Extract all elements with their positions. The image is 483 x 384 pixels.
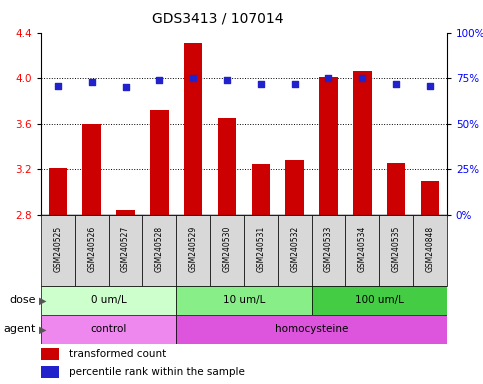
Bar [345, 215, 379, 286]
Bar [218, 118, 236, 215]
Bar [184, 43, 202, 215]
Bar [150, 110, 169, 215]
Bar [41, 286, 176, 315]
Text: GDS3413 / 107014: GDS3413 / 107014 [152, 12, 283, 25]
Text: GSM240532: GSM240532 [290, 226, 299, 272]
Bar [176, 215, 210, 286]
Bar [379, 215, 413, 286]
Bar [413, 215, 447, 286]
Text: GSM240529: GSM240529 [189, 226, 198, 272]
Point [156, 77, 163, 83]
Bar [41, 348, 59, 360]
Bar [49, 168, 67, 215]
Bar [353, 71, 371, 215]
Bar [142, 215, 176, 286]
Text: percentile rank within the sample: percentile rank within the sample [70, 367, 245, 377]
Text: GSM240531: GSM240531 [256, 226, 265, 272]
Text: 10 um/L: 10 um/L [223, 295, 265, 306]
Point [291, 81, 298, 87]
Text: GSM240533: GSM240533 [324, 226, 333, 272]
Point [358, 75, 366, 81]
Point [88, 79, 96, 85]
Bar [41, 366, 59, 378]
Text: GSM240535: GSM240535 [392, 226, 400, 272]
Text: GSM240528: GSM240528 [155, 226, 164, 272]
Bar [278, 215, 312, 286]
Bar [109, 215, 142, 286]
Point [189, 75, 197, 81]
Bar [312, 215, 345, 286]
Bar [387, 162, 405, 215]
Bar [83, 124, 101, 215]
Point [392, 81, 400, 87]
Text: ▶: ▶ [39, 324, 46, 334]
Text: agent: agent [4, 324, 36, 334]
Text: GSM240526: GSM240526 [87, 226, 96, 272]
Point [325, 75, 332, 81]
Text: GSM240525: GSM240525 [54, 226, 62, 272]
Text: dose: dose [10, 295, 36, 306]
Bar [421, 181, 439, 215]
Bar [176, 315, 447, 344]
Point [257, 81, 265, 87]
Bar [176, 286, 312, 315]
Text: transformed count: transformed count [70, 349, 167, 359]
Text: 100 um/L: 100 um/L [355, 295, 404, 306]
Text: GSM240530: GSM240530 [223, 226, 231, 272]
Text: 0 um/L: 0 um/L [91, 295, 127, 306]
Bar [319, 77, 338, 215]
Bar [244, 215, 278, 286]
Bar [41, 315, 176, 344]
Bar [41, 215, 75, 286]
Text: GSM240534: GSM240534 [358, 226, 367, 272]
Bar [210, 215, 244, 286]
Text: ▶: ▶ [39, 295, 46, 306]
Text: GSM240848: GSM240848 [426, 226, 434, 272]
Bar [116, 210, 135, 215]
Text: GSM240527: GSM240527 [121, 226, 130, 272]
Text: homocysteine: homocysteine [275, 324, 348, 334]
Point [223, 77, 231, 83]
Point [426, 83, 434, 89]
Bar [252, 164, 270, 215]
Bar [285, 161, 304, 215]
Text: control: control [90, 324, 127, 334]
Point [54, 83, 62, 89]
Point [122, 84, 129, 91]
Bar [75, 215, 109, 286]
Bar [312, 286, 447, 315]
